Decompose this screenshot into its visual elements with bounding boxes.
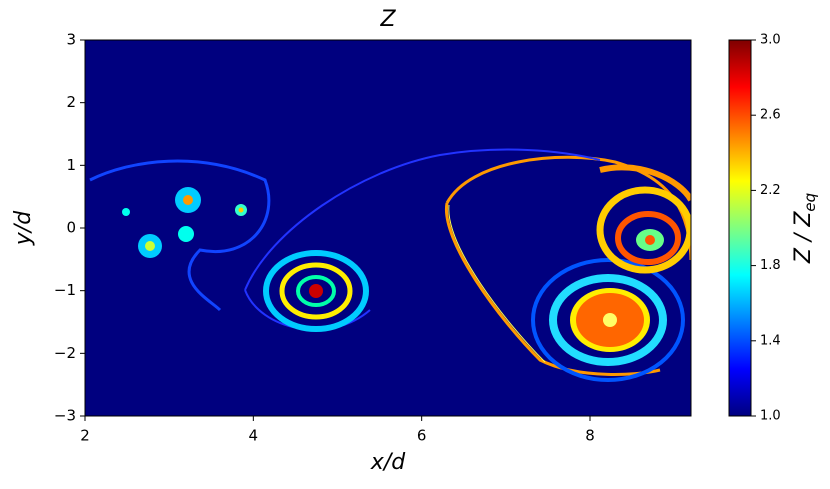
field — [85, 40, 691, 416]
colorbar-label: Z / Zeq — [791, 193, 819, 264]
y-tick-label: −2 — [54, 344, 76, 362]
x-tick-label: 6 — [417, 427, 427, 445]
x-tick-label: 4 — [249, 427, 259, 445]
vortex — [596, 164, 691, 274]
chart-title: Z — [379, 7, 396, 32]
colorbar-tick-label: 2.2 — [760, 183, 781, 198]
colorbar-tick-label: 2.6 — [760, 108, 781, 123]
y-tick-label: −3 — [54, 407, 76, 425]
vortex — [263, 250, 369, 332]
colorbar-tick-label: 1.8 — [760, 258, 781, 273]
y-tick-label: −1 — [54, 281, 76, 299]
colorbar-label-main: Z / Z — [791, 211, 816, 264]
x-tick-label: 8 — [585, 427, 595, 445]
y-tick-label: 2 — [66, 93, 76, 111]
colorbar-tick-label: 3.0 — [760, 33, 781, 48]
y-tick-label: 0 — [66, 219, 76, 237]
x-tick-label: 2 — [80, 427, 90, 445]
colorbar — [728, 39, 752, 417]
colorbar-label-sub: eq — [801, 193, 819, 212]
x-axis-label: x/d — [370, 450, 406, 475]
small-vortices — [122, 187, 247, 258]
y-tick-label: 1 — [66, 156, 76, 174]
vortex — [531, 258, 685, 382]
y-tick-label: 3 — [66, 31, 76, 49]
y-axis-label: y/d — [11, 210, 36, 246]
colorbar-tick-label: 1.4 — [760, 333, 781, 348]
colorbar-tick-label: 1.0 — [760, 409, 781, 424]
